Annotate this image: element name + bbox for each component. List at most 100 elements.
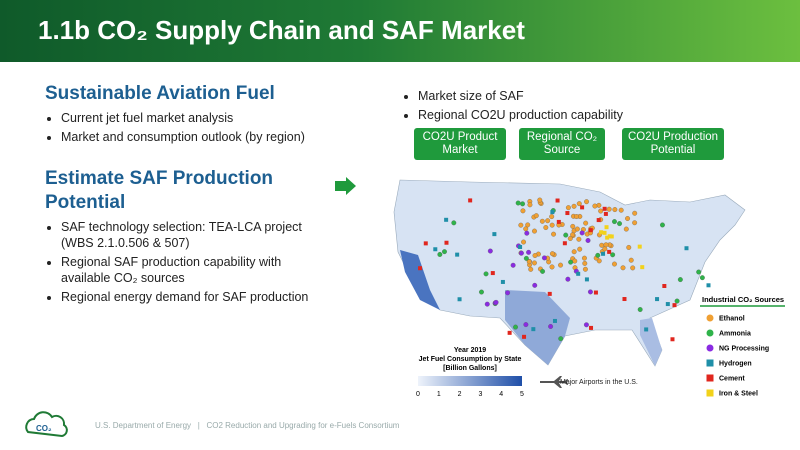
source-dot (576, 236, 582, 242)
legend-label: Ammonia (719, 331, 751, 338)
source-dot (612, 207, 618, 213)
source-dot (571, 203, 577, 209)
source-dot (527, 202, 533, 208)
source-dot (522, 334, 527, 339)
source-dot (556, 219, 561, 224)
source-dot (483, 271, 489, 277)
legend-swatch (706, 374, 714, 382)
source-dot (490, 271, 495, 276)
source-dot (540, 268, 546, 274)
legend-swatch (706, 389, 714, 397)
source-dot (570, 223, 576, 229)
source-dot (626, 245, 632, 250)
source-dot (699, 275, 705, 281)
source-dot (518, 250, 524, 256)
source-dot (487, 248, 493, 254)
source-dot (418, 266, 423, 271)
org: U.S. Department of Energy (95, 421, 192, 430)
section-heading: Sustainable Aviation Fuel (45, 83, 275, 104)
source-dot (567, 236, 573, 241)
source-dot (582, 260, 588, 266)
source-dot (617, 221, 622, 227)
source-dot (539, 218, 545, 224)
source-dot (571, 249, 577, 255)
consortium: CO2 Reduction and Upgrading for e-Fuels … (206, 421, 400, 430)
source-dot (585, 238, 591, 243)
source-dot (468, 198, 473, 203)
source-dot (531, 260, 537, 266)
source-dot (596, 218, 601, 223)
source-dot (637, 307, 643, 312)
source-dot (577, 246, 583, 252)
region-tx (505, 290, 570, 365)
bullet: Current jet fuel market analysis (61, 110, 325, 126)
source-dot (609, 234, 614, 239)
source-dot (457, 297, 462, 302)
source-dot (606, 206, 612, 212)
airports-label: Major Airports in the U.S. (560, 379, 638, 386)
source-dot (510, 262, 516, 268)
source-dot (565, 211, 570, 216)
colorbar-tick-label: 2 (458, 391, 462, 398)
source-dot (492, 232, 497, 237)
source-dot (526, 249, 532, 255)
tag-button: CO2U Product Market (414, 128, 506, 160)
source-dot (637, 244, 642, 249)
source-dot (541, 255, 547, 261)
source-dots (418, 197, 711, 342)
source-dot (677, 277, 683, 283)
source-dot (565, 276, 571, 282)
source-dot (444, 217, 449, 222)
source-dot (423, 241, 428, 246)
source-dot (603, 242, 609, 248)
source-dot (444, 240, 449, 245)
legend-swatch (706, 329, 714, 337)
source-dot (532, 282, 538, 288)
legend-label: Hydrogen (719, 361, 752, 368)
logo-text: CO₂ (36, 424, 52, 433)
source-dot (592, 203, 598, 209)
source-dot (532, 228, 537, 234)
left-column: Sustainable Aviation Fuel Current jet fue… (45, 82, 325, 308)
source-dot (662, 283, 667, 288)
bullet: Regional CO2U production capability (418, 107, 718, 123)
legend: Industrial CO₂ Sources Ethanol Ammonia NG P… (697, 293, 789, 400)
colorbar: Year 2019 Jet Fuel Consumption by State [B… (416, 347, 524, 398)
source-dot (493, 299, 499, 305)
source-dot (588, 228, 593, 233)
legend-label: Cement (719, 376, 745, 383)
source-dot (582, 255, 587, 261)
source-dot (583, 322, 589, 328)
source-dot (551, 231, 556, 237)
colorbar-title: Jet Fuel Consumption by State (419, 356, 522, 363)
source-dot (513, 324, 518, 330)
bullet: Regional SAF production capability with … (61, 254, 325, 286)
source-dot (531, 327, 536, 332)
source-dot (568, 259, 574, 265)
source-dot (574, 214, 579, 219)
source-dot (479, 289, 484, 295)
slide-title: 1.1b CO₂ Supply Chain and SAF Market (38, 15, 525, 45)
source-dot (584, 199, 589, 205)
source-dot (525, 222, 531, 228)
source-dot (696, 269, 702, 275)
source-dot (558, 262, 563, 268)
source-dot (565, 205, 571, 211)
source-dot (555, 198, 560, 203)
logo (25, 411, 68, 438)
source-dot (622, 297, 627, 302)
source-dot (484, 301, 490, 307)
source-dot (507, 330, 512, 335)
source-dot (505, 290, 511, 296)
source-dot (532, 253, 538, 258)
source-dot (524, 230, 530, 236)
source-dot (579, 230, 585, 236)
source-dot (655, 297, 660, 302)
source-dot (533, 213, 539, 219)
bullet: SAF technology selection: TEA-LCA projec… (61, 219, 325, 251)
source-dot (520, 201, 526, 207)
source-dot (580, 205, 585, 210)
source-dot (602, 230, 607, 235)
